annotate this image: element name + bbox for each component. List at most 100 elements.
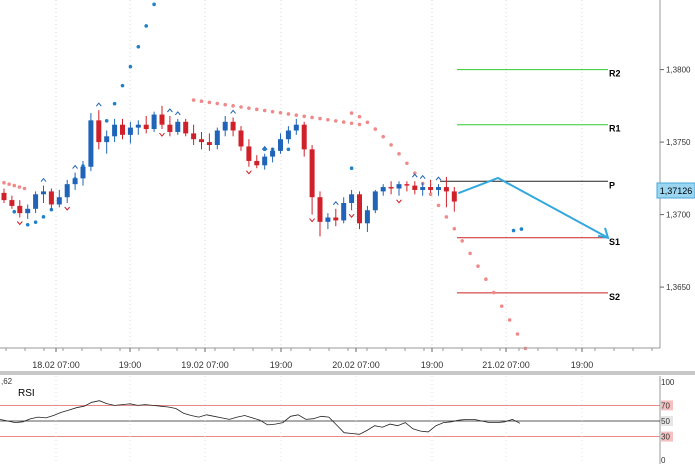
- sar-dot-below: [152, 2, 156, 7]
- sar-dot-above: [397, 152, 401, 156]
- sar-dot-above: [334, 119, 338, 123]
- sar-dot-below: [286, 147, 291, 152]
- rsi-level-tag: [661, 400, 673, 411]
- candle-body: [33, 194, 39, 209]
- candle-body: [230, 121, 236, 131]
- y-tick-label: 1,3650: [666, 283, 691, 292]
- candlesticks: [1, 105, 457, 237]
- current-price: 1,37126: [660, 186, 693, 196]
- sar-dot-above: [452, 226, 457, 231]
- sar-dot-above: [460, 239, 465, 243]
- x-tick-label: 20.02 07:00: [332, 360, 380, 370]
- candle-body: [380, 187, 386, 192]
- sar-dot-above: [207, 100, 212, 105]
- time-axis[interactable]: 18.02 07:00 19:00 19.02 07:00 19:00 20.02 07…: [5, 348, 653, 370]
- candle-body: [349, 194, 355, 203]
- sar-dot-above: [349, 121, 354, 126]
- sar-dot-above: [270, 109, 275, 114]
- current-price-tag: 1,37126: [656, 182, 695, 199]
- candle-body: [317, 197, 323, 222]
- y-tick-label: 1,3750: [666, 138, 691, 147]
- candle-body: [325, 217, 331, 222]
- y-tick-label: 1,3800: [666, 66, 691, 75]
- candle-body: [88, 120, 94, 167]
- candle-body: [151, 114, 157, 130]
- sar-dot-below: [104, 119, 109, 123]
- rsi-tick-label: 50: [661, 417, 670, 426]
- candle-body: [341, 203, 347, 221]
- sar-dot-above: [231, 104, 235, 108]
- rsi-partial-value: ,62: [1, 377, 13, 386]
- candle-body: [199, 139, 204, 143]
- candle-body: [214, 130, 220, 145]
- sar-dot-above: [254, 107, 259, 112]
- sar-dot-above: [7, 182, 11, 186]
- candle-body: [167, 124, 173, 132]
- sar-dot-above: [278, 111, 283, 115]
- fractal-down-arrow: [159, 132, 165, 137]
- rsi-line: [0, 400, 521, 435]
- candle-body: [56, 197, 62, 205]
- candle-body: [388, 187, 394, 189]
- candle-body: [364, 210, 370, 224]
- sar-dot-above: [341, 120, 346, 124]
- sar-dot-above: [247, 106, 251, 110]
- sar-dot-above: [326, 117, 330, 122]
- candle-body: [357, 194, 362, 224]
- fractal-up-arrow: [419, 174, 426, 180]
- candle-body: [72, 178, 78, 185]
- candle-body: [9, 200, 15, 206]
- candle-body: [104, 136, 110, 143]
- price-axis[interactable]: 1,3800 1,3750 1,3700 1,3650: [660, 66, 691, 293]
- y-tick-label: 1,3700: [666, 211, 691, 220]
- sar-dot-below: [519, 227, 524, 231]
- fractal-up-arrow: [95, 102, 102, 107]
- pivot-label-s1: S1: [609, 237, 620, 247]
- sar-dot-above: [302, 114, 307, 119]
- sar-dot-below: [33, 220, 38, 224]
- candle-body: [191, 133, 197, 140]
- sar-dot-above: [215, 101, 220, 106]
- candle-body: [183, 121, 189, 134]
- sar-dot-above: [286, 112, 291, 116]
- rsi-tick-label: 30: [661, 433, 670, 442]
- candle-body: [443, 187, 449, 192]
- candle-body: [301, 124, 307, 150]
- candle-body: [127, 127, 133, 135]
- x-tick-label: 21.02 07:00: [482, 360, 530, 370]
- sar-dot-below: [120, 83, 125, 88]
- fractal-up-arrow: [40, 177, 47, 182]
- sar-dot-below: [112, 101, 117, 106]
- fractal-up-arrow: [230, 109, 236, 114]
- sar-dot-above: [199, 99, 204, 104]
- sar-dot-below: [511, 228, 516, 233]
- candle-body: [48, 191, 54, 205]
- candle-body: [1, 192, 7, 201]
- x-tick-label: 19:00: [119, 360, 142, 370]
- rsi-title: RSI: [18, 388, 35, 399]
- candle-body: [428, 187, 434, 190]
- candle-body: [64, 184, 70, 198]
- candle-body: [396, 184, 402, 189]
- sar-dot-above: [499, 304, 504, 308]
- sar-dot-above: [17, 185, 22, 189]
- fractal-up-arrow: [72, 164, 78, 169]
- sar-dot-above: [262, 108, 267, 113]
- sar-dot-above: [2, 180, 6, 185]
- sar-dot-above: [318, 116, 322, 121]
- candle-body: [159, 114, 165, 125]
- candle-body: [285, 130, 291, 140]
- sar-dot-above: [357, 122, 362, 127]
- fractal-down-arrow: [16, 221, 23, 226]
- sar-dot-above: [381, 134, 386, 139]
- pivot-lines: R2 R1 P S1 S2: [440, 69, 621, 302]
- pivot-label-r1: R1: [609, 124, 621, 134]
- fractal-up-arrow: [167, 108, 173, 113]
- sar-dot-above: [365, 120, 370, 125]
- projection-arrow: [457, 176, 610, 240]
- fractal-arrows: [16, 102, 442, 226]
- sar-dot-above: [191, 98, 196, 102]
- rsi-tick-label: 0: [661, 456, 666, 464]
- candle-body: [206, 142, 212, 145]
